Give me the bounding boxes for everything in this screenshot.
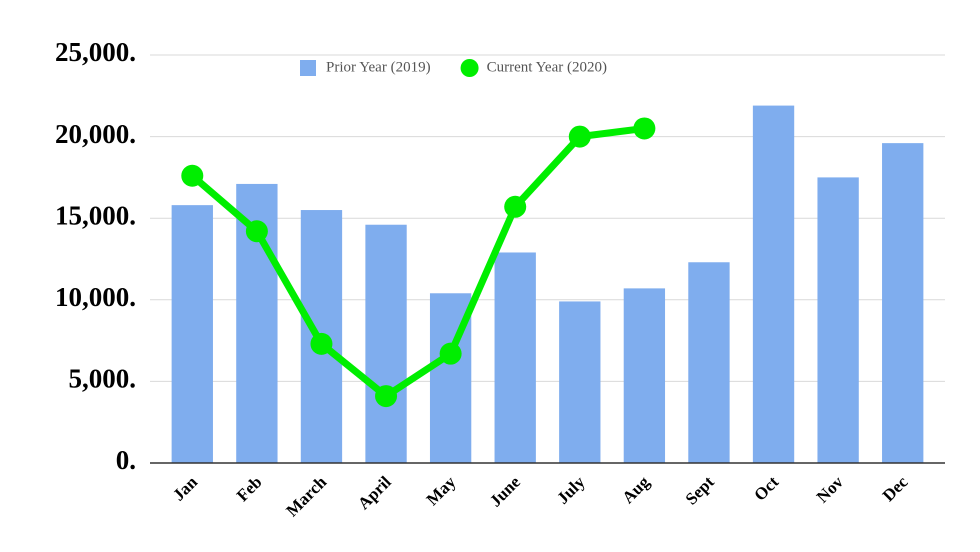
x-tick-label: Feb xyxy=(233,472,266,505)
y-tick-label: 20,000. xyxy=(55,119,136,149)
bar xyxy=(817,177,859,463)
bar xyxy=(688,262,730,463)
y-tick-label: 10,000. xyxy=(55,282,136,312)
y-tick-label: 5,000. xyxy=(69,364,137,394)
x-tick-label: March xyxy=(282,472,330,520)
point xyxy=(310,332,333,355)
legend-swatch xyxy=(460,59,479,77)
y-tick-label: 0. xyxy=(116,445,136,475)
x-tick-label: Sept xyxy=(682,472,718,508)
x-tick-label: Nov xyxy=(813,472,847,506)
x-tick-label: June xyxy=(486,472,524,510)
bar xyxy=(882,143,924,464)
legend-label: Prior Year (2019) xyxy=(326,59,431,75)
x-tick-label: Aug xyxy=(618,472,653,507)
point xyxy=(245,220,268,243)
point xyxy=(181,164,204,187)
bar xyxy=(623,288,666,463)
legend-swatch xyxy=(300,60,316,76)
bar xyxy=(559,301,601,463)
bar xyxy=(365,224,407,463)
point xyxy=(504,195,527,218)
x-tick-label: April xyxy=(354,472,395,513)
bar xyxy=(752,105,795,463)
point xyxy=(439,342,462,365)
x-tick-label: Dec xyxy=(879,472,912,505)
y-tick-label: 15,000. xyxy=(55,200,136,230)
bar xyxy=(171,205,213,464)
legend-label: Current Year (2020) xyxy=(487,59,607,75)
x-tick-label: Jan xyxy=(169,472,202,505)
bar xyxy=(494,252,536,463)
point xyxy=(633,117,656,140)
point xyxy=(375,385,398,408)
y-tick-label: 25,000. xyxy=(55,37,136,67)
line xyxy=(190,124,645,400)
x-tick-label: Oct xyxy=(750,472,782,504)
x-tick-label: May xyxy=(423,472,460,509)
x-tick-label: July xyxy=(553,472,589,508)
point xyxy=(568,125,591,148)
